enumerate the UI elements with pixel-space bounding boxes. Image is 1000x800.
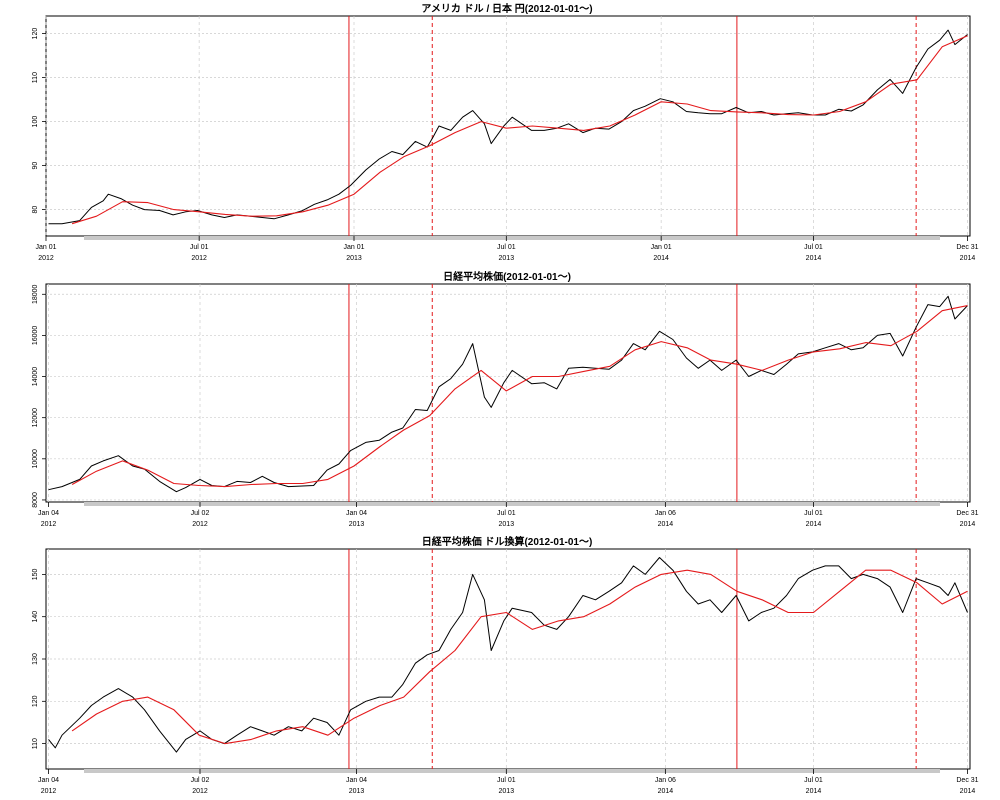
- x-tick-sublabel: 2012: [191, 255, 207, 262]
- x-tick-sublabel: 2013: [499, 521, 515, 528]
- x-tick-label: Jul 02: [191, 510, 210, 517]
- x-tick-sublabel: 2012: [38, 255, 54, 262]
- chart-panel-usd-jpy: 80 90 100 110 120 Jan 01 2012 Jul 01 2012 Jan 01 2…: [32, 2, 979, 262]
- y-tick-label: 12000: [32, 408, 39, 428]
- y-tick-label: 130: [32, 653, 39, 665]
- time-axis-band: [84, 502, 940, 506]
- y-tick-label: 8000: [32, 492, 39, 508]
- x-tick-label: Jan 04: [38, 777, 59, 784]
- plot-frame: [45, 283, 971, 503]
- y-tick-label: 16000: [32, 326, 39, 346]
- y-tick-label: 14000: [32, 367, 39, 387]
- x-tick-label: Jan 04: [346, 777, 367, 784]
- x-tick-sublabel: 2013: [346, 255, 362, 262]
- x-tick-label: Jan 01: [35, 244, 56, 251]
- series-line-price: [48, 29, 968, 225]
- x-tick-label: Jan 04: [346, 510, 367, 517]
- time-axis-band: [84, 236, 940, 240]
- x-tick-sublabel: 2012: [192, 788, 208, 795]
- x-tick-sublabel: 2014: [806, 788, 822, 795]
- y-tick-label: 140: [32, 611, 39, 623]
- x-tick-label: Jan 01: [343, 244, 364, 251]
- y-tick-label: 150: [32, 568, 39, 580]
- x-tick-label: Jan 04: [38, 510, 59, 517]
- chart-panel-nikkei-usd: 110 120 130 140 150 Jan 04 2012 Jul 02 2012 Jan 0…: [32, 535, 979, 795]
- x-tick-label: Dec 31: [956, 244, 978, 251]
- x-tick-sublabel: 2012: [192, 521, 208, 528]
- x-tick-label: Dec 31: [956, 510, 978, 517]
- plot-frame: [45, 15, 971, 237]
- x-tick-sublabel: 2013: [499, 255, 515, 262]
- x-tick-sublabel: 2014: [653, 255, 669, 262]
- x-tick-label: Jul 01: [804, 244, 823, 251]
- time-axis-band: [84, 769, 940, 773]
- series-line-price: [48, 557, 968, 753]
- x-tick-label: Jul 01: [497, 510, 516, 517]
- y-tick-label: 80: [32, 206, 39, 214]
- x-tick-sublabel: 2014: [960, 521, 976, 528]
- series-line-price: [48, 295, 968, 493]
- x-tick-sublabel: 2013: [349, 788, 365, 795]
- x-tick-label: Jul 01: [497, 777, 516, 784]
- x-tick-sublabel: 2014: [806, 255, 822, 262]
- series-line-moving-average: [71, 305, 968, 488]
- y-tick-label: 120: [32, 695, 39, 707]
- x-tick-label: Jan 01: [651, 244, 672, 251]
- x-tick-sublabel: 2014: [960, 788, 976, 795]
- x-tick-sublabel: 2012: [41, 788, 57, 795]
- x-tick-sublabel: 2014: [960, 255, 976, 262]
- x-tick-label: Jul 01: [804, 777, 823, 784]
- x-tick-label: Jan 06: [655, 777, 676, 784]
- y-tick-label: 10000: [32, 449, 39, 469]
- chart-title: 日経平均株価(2012-01-01〜): [443, 270, 571, 283]
- y-tick-label: 18000: [32, 284, 39, 304]
- y-tick-label: 120: [32, 28, 39, 40]
- x-tick-sublabel: 2014: [806, 521, 822, 528]
- x-tick-label: Jul 01: [804, 510, 823, 517]
- x-tick-sublabel: 2013: [349, 521, 365, 528]
- y-tick-label: 100: [32, 116, 39, 128]
- chart-title: 日経平均株価 ドル換算(2012-01-01〜): [422, 535, 593, 548]
- y-tick-label: 90: [32, 162, 39, 170]
- series-line-moving-average: [71, 569, 968, 745]
- series-line-moving-average: [71, 35, 968, 225]
- x-tick-label: Jul 01: [497, 244, 516, 251]
- y-tick-label: 110: [32, 72, 39, 83]
- x-tick-label: Dec 31: [956, 777, 978, 784]
- x-tick-sublabel: 2014: [658, 521, 674, 528]
- y-tick-label: 110: [32, 738, 39, 749]
- chart-panel-nikkei: 8000 10000 12000 14000 16000 18000 Jan 04 2012 J…: [32, 270, 979, 528]
- chart-title: アメリカ ドル / 日本 円(2012-01-01〜): [421, 2, 592, 15]
- x-tick-sublabel: 2012: [41, 521, 57, 528]
- x-tick-sublabel: 2014: [658, 788, 674, 795]
- x-tick-label: Jan 06: [655, 510, 676, 517]
- x-tick-label: Jul 02: [191, 777, 210, 784]
- x-tick-label: Jul 01: [190, 244, 209, 251]
- x-tick-sublabel: 2013: [499, 788, 515, 795]
